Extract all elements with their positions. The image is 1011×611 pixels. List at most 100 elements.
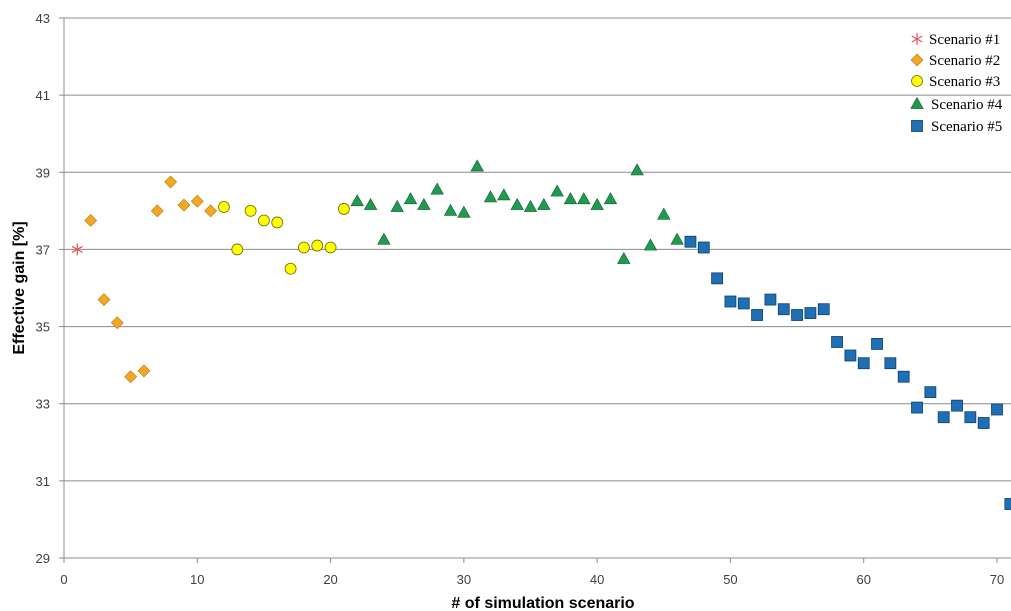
x-tick-label: 30 [457, 572, 471, 587]
data-point [590, 197, 604, 210]
legend: Scenario #1 Scenario #2 Scenario #3 Scenari… [910, 32, 1003, 135]
data-point [443, 203, 458, 216]
data-point [724, 295, 737, 308]
data-point [603, 192, 618, 205]
data-point [363, 197, 378, 210]
data-point [563, 192, 578, 205]
x-tick-label: 10 [190, 572, 204, 587]
data-points [71, 159, 1011, 510]
y-tick-label: 29 [36, 551, 50, 566]
data-point [857, 357, 870, 370]
data-point [298, 241, 310, 254]
data-point [190, 194, 204, 208]
y-tick-label: 35 [36, 320, 50, 335]
data-point [470, 159, 484, 172]
data-point [271, 216, 284, 229]
y-tick-label: 37 [36, 242, 50, 257]
legend-label: Scenario #3 [929, 74, 1000, 90]
y-axis-ticks: 29 31 33 35 37 39 41 43 [36, 11, 64, 566]
data-point [417, 197, 431, 210]
data-point [110, 316, 124, 330]
data-point [324, 241, 337, 254]
legend-marker [911, 75, 923, 87]
x-tick-label: 0 [60, 572, 67, 587]
data-point [911, 401, 923, 414]
legend-label: Scenario #2 [929, 53, 1000, 69]
axes [63, 18, 1011, 559]
data-point [924, 386, 937, 399]
x-tick-label: 70 [990, 572, 1004, 587]
data-point [311, 239, 324, 252]
data-point [670, 232, 684, 245]
series-1 [71, 243, 83, 256]
data-point [523, 199, 538, 212]
data-point [1004, 498, 1011, 510]
data-point [684, 235, 697, 248]
data-point [991, 403, 1003, 416]
data-point [831, 336, 843, 348]
data-point [97, 293, 111, 306]
data-point [204, 204, 218, 218]
y-tick-label: 41 [36, 88, 50, 103]
legend-label: Scenario #1 [929, 32, 1000, 48]
legend-marker [911, 33, 923, 45]
x-tick-label: 20 [323, 572, 337, 587]
data-point [964, 411, 977, 424]
data-point [577, 192, 591, 205]
data-point [697, 241, 710, 254]
data-point [751, 309, 763, 321]
series-3 [218, 201, 350, 275]
legend-marker [910, 96, 924, 109]
data-point [124, 370, 138, 384]
data-point [497, 188, 511, 201]
data-point [897, 370, 910, 383]
data-point [657, 207, 671, 220]
data-point [844, 349, 857, 362]
x-tick-label: 60 [856, 572, 870, 587]
data-point [804, 307, 817, 319]
data-point [630, 163, 644, 176]
data-point [550, 184, 564, 197]
data-point [390, 199, 404, 212]
y-axis-title: Effective gain [%] [11, 221, 28, 354]
x-tick-label: 50 [723, 572, 737, 587]
data-point [164, 175, 178, 189]
series-5 [684, 235, 1011, 510]
data-point [150, 204, 164, 218]
gridlines [64, 17, 1011, 482]
data-point [244, 204, 257, 217]
data-point [617, 251, 631, 264]
data-point [791, 309, 803, 321]
legend-label: Scenario #4 [931, 97, 1003, 113]
y-tick-label: 43 [36, 11, 50, 26]
y-tick-label: 33 [36, 397, 50, 412]
y-tick-label: 31 [36, 474, 50, 489]
data-point [537, 197, 551, 210]
series-2 [84, 175, 218, 384]
data-point [457, 205, 471, 218]
data-point [258, 214, 270, 227]
data-point [817, 303, 830, 316]
data-point [430, 182, 444, 195]
data-point [350, 194, 364, 207]
data-point [977, 417, 990, 429]
data-point [284, 262, 297, 275]
y-tick-label: 39 [36, 165, 50, 180]
data-point [377, 232, 391, 245]
legend-marker [910, 53, 924, 67]
series-4 [350, 159, 684, 264]
data-point [871, 338, 883, 350]
data-point [403, 192, 418, 205]
data-point [71, 243, 83, 256]
x-tick-label: 40 [590, 572, 604, 587]
legend-label: Scenario #5 [931, 119, 1002, 135]
data-point [510, 197, 524, 210]
data-point [643, 238, 658, 251]
data-point [177, 198, 191, 212]
data-point [711, 272, 723, 285]
data-point [137, 364, 151, 378]
data-point [937, 411, 950, 424]
data-point [951, 399, 963, 412]
x-axis-ticks: 0 10 20 30 40 50 60 70 [60, 558, 1004, 587]
data-point [337, 203, 350, 215]
